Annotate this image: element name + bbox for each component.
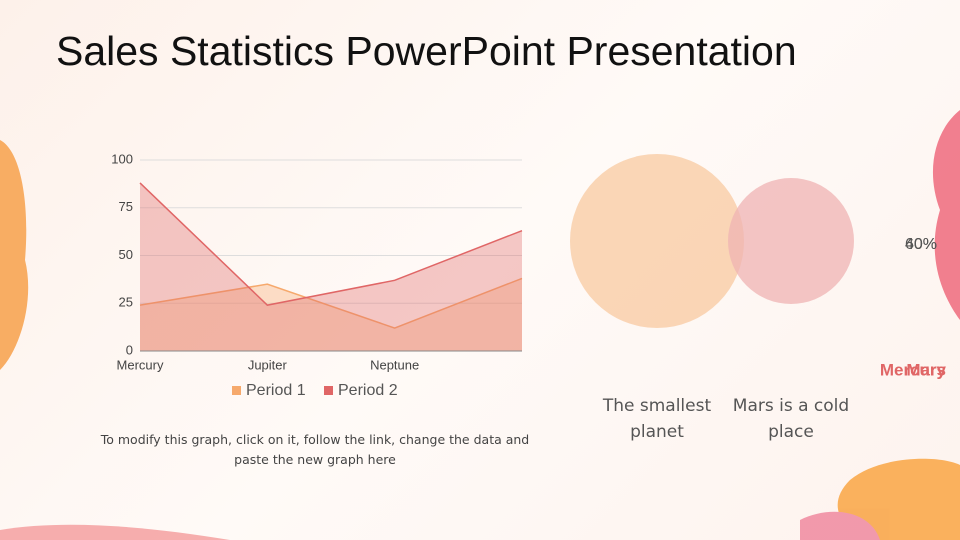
venn-circle xyxy=(570,154,744,328)
venn-caption: Mars is a cold place xyxy=(732,396,850,442)
paint-blob xyxy=(932,110,960,320)
paint-blob xyxy=(0,140,29,370)
paint-blob xyxy=(837,458,960,540)
venn-caption: The smallest planet xyxy=(602,396,712,442)
legend-label: Period 2 xyxy=(338,382,398,399)
venn-value-label: 60% xyxy=(905,236,937,253)
area-fill xyxy=(140,182,522,351)
area-line xyxy=(139,277,523,329)
venn-circle xyxy=(728,178,854,304)
area-line xyxy=(139,182,523,306)
area-fill xyxy=(140,278,522,351)
y-tick-label: 100 xyxy=(111,151,133,166)
legend-label: Period 1 xyxy=(246,382,306,399)
venn-name: Mars xyxy=(906,360,946,379)
y-tick-label: 75 xyxy=(119,199,133,214)
y-tick-label: 0 xyxy=(126,342,133,357)
x-tick-label: Mercury xyxy=(117,357,164,372)
venn-value-label: 40% xyxy=(905,236,937,253)
y-tick-label: 50 xyxy=(119,247,133,262)
x-tick-label: Jupiter xyxy=(248,357,288,372)
decor xyxy=(0,110,960,540)
slide-title: Sales Statistics PowerPoint Presentation xyxy=(56,28,797,74)
y-tick-label: 25 xyxy=(119,295,133,310)
legend-swatch xyxy=(324,386,333,395)
chart-note: To modify this graph, click on it, follo… xyxy=(100,432,530,467)
paint-blob xyxy=(0,524,230,540)
x-tick-label: Neptune xyxy=(370,357,419,372)
paint-blob xyxy=(800,511,880,540)
legend-swatch xyxy=(232,386,241,395)
venn-name: Mercury xyxy=(880,360,947,379)
